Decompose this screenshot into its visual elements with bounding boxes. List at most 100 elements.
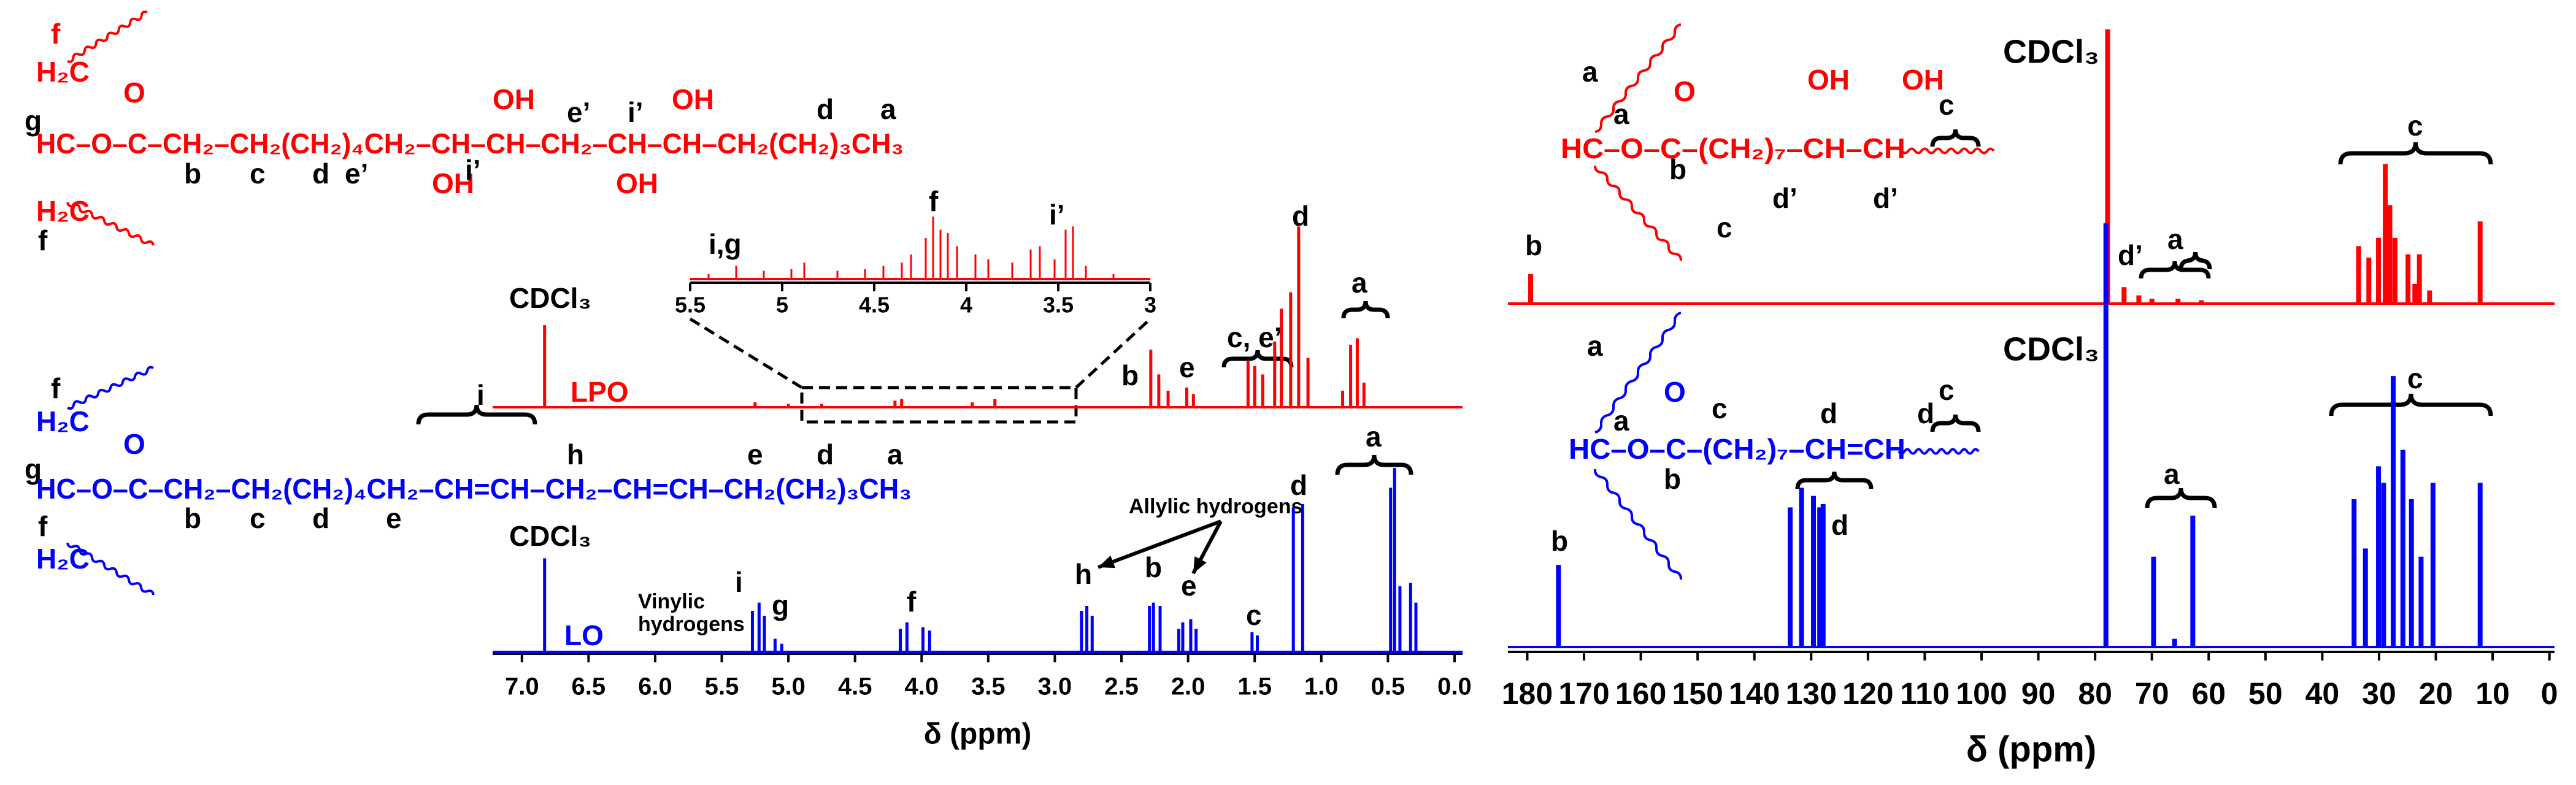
structure-label: i’ [628, 96, 644, 128]
annotation: i [735, 566, 743, 598]
annotation: h [1075, 558, 1092, 590]
x-tick-label: 120 [1842, 676, 1893, 711]
x-tick-label: 4.5 [838, 673, 872, 700]
brace [1341, 301, 1390, 319]
x-tick-label: 2.0 [1171, 673, 1205, 700]
x-tick-label: 110 [1900, 676, 1950, 711]
structure-label: f [38, 510, 48, 542]
structure-label: d [312, 158, 329, 190]
structure-text: HC–O–C–(CH₂)₇–CH–CH [1561, 132, 1905, 164]
brace [416, 404, 537, 425]
brace [1221, 350, 1294, 368]
annotation: d [1831, 509, 1848, 541]
structure-label: d [1917, 397, 1934, 429]
annotation: a [2164, 458, 2180, 490]
x-tick-label: 140 [1729, 676, 1780, 711]
x-tick-label: 5 [776, 293, 788, 318]
annotation: CDCl₃ [2003, 331, 2099, 367]
x-tick-label: 4.0 [904, 673, 939, 700]
series-label: LO [564, 619, 604, 651]
structure-label: f [51, 372, 61, 404]
structure-text: H₂C [36, 56, 90, 88]
annotation: e [1181, 570, 1197, 602]
structure-text: OH [493, 83, 535, 115]
x-tick-label: 180 [1502, 676, 1553, 711]
wavy-bond [1594, 312, 1682, 434]
wavy-bond [67, 10, 148, 63]
x-tick-label: 4 [960, 293, 972, 318]
structure-text: OH [672, 83, 714, 115]
x-tick-label: 3.0 [1038, 673, 1072, 700]
annotation: i’ [1049, 199, 1065, 231]
structure-text: O [123, 77, 145, 109]
x-tick-label: 5.5 [675, 293, 706, 318]
x-tick-label: 2.5 [1104, 673, 1139, 700]
brace [2139, 261, 2211, 279]
structure-text: HC–O–C–(CH₂)₇–CH=CH [1569, 433, 1905, 465]
annotation: CDCl₃ [509, 520, 591, 552]
structure-label: d [817, 93, 834, 125]
structure-label: d [1820, 397, 1837, 429]
zoom-line [1075, 318, 1152, 389]
structure-text: H₂C [36, 195, 90, 227]
x-tick-label: 70 [2135, 676, 2169, 711]
structure-label: a [1613, 405, 1629, 437]
structure-label: d [312, 502, 329, 534]
arrow [1097, 519, 1222, 569]
annotation: c [1246, 599, 1262, 631]
annotation: a [1366, 421, 1382, 453]
structure-text: O [123, 428, 145, 460]
structure-label: i’ [465, 154, 481, 186]
annotation: CDCl₃ [2003, 33, 2099, 70]
wavy-bond [1593, 165, 1683, 261]
structure-label: d’ [1772, 182, 1797, 214]
brace [1930, 414, 1981, 432]
x-tick-label: 80 [2078, 676, 2112, 711]
x-tick-label: 60 [2191, 676, 2226, 711]
brace [2145, 488, 2217, 508]
structure-text: HC–O–C–CH₂–CH₂(CH₂)₄CH₂–CH=CH–CH₂–CH=CH–… [36, 473, 912, 505]
structure-label: e [386, 502, 402, 534]
wavy-bond [66, 202, 155, 246]
x-tick-label: 170 [1558, 676, 1609, 711]
structure-label: d’ [1873, 182, 1898, 214]
x-tick-label: 30 [2362, 676, 2396, 711]
structure-label: g [25, 453, 42, 485]
x-tick-label: 0 [2541, 676, 2558, 711]
structure-label: i [477, 379, 485, 411]
arrow-head [1193, 556, 1207, 573]
x-tick-label: 3 [1144, 293, 1156, 318]
x-tick-label: 0.5 [1371, 673, 1405, 700]
x-axis-label: δ (ppm) [1966, 729, 2096, 769]
annotation: d [1290, 469, 1307, 501]
structure-text: O [1674, 75, 1696, 107]
structure-label: a [1582, 56, 1598, 88]
structure-label: d [817, 438, 834, 470]
x-tick-label: 3.5 [971, 673, 1005, 700]
annotation: b [1525, 229, 1542, 261]
wavy-bond [66, 542, 155, 595]
series-label: LPO [571, 376, 629, 408]
annotation: i,g [709, 228, 742, 260]
x-tick-label: 40 [2305, 676, 2340, 711]
x-tick-label: 1.5 [1237, 673, 1272, 700]
annotation: Allylic hydrogens [1129, 495, 1302, 518]
decorations [66, 10, 2493, 595]
annotation: g [772, 589, 789, 621]
brace [2338, 142, 2493, 165]
structure-label: c [1939, 374, 1955, 406]
x-tick-label: 3.5 [1043, 293, 1074, 318]
structure-label: e’ [567, 96, 590, 128]
structure-label: f [38, 224, 48, 256]
x-tick-label: 50 [2248, 676, 2283, 711]
brace [2178, 251, 2212, 270]
structure-text: H₂C [36, 543, 90, 575]
structure-label: a [887, 438, 903, 470]
brace [1795, 471, 1874, 489]
structure-text: OH [1807, 64, 1850, 96]
annotation: b [1145, 551, 1162, 583]
wavy-bond [1897, 448, 1980, 455]
zoom-line [689, 317, 803, 389]
wavy-bond [1593, 469, 1683, 580]
